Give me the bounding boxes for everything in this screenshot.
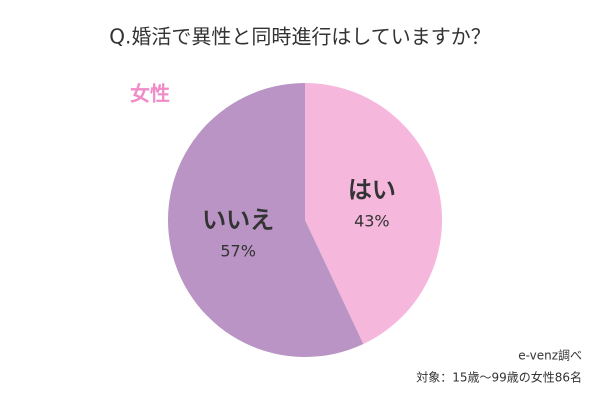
slice-label: はい xyxy=(348,176,396,204)
pie-slice xyxy=(167,83,364,358)
value-label: 43% xyxy=(354,212,390,231)
pie-slice xyxy=(305,83,442,344)
source: e-venz調べ xyxy=(518,349,582,363)
pie: はい 43% いいえ 57% xyxy=(167,83,442,358)
note: 対象：15歳〜99歳の女性86名 xyxy=(416,370,582,385)
slice-label: いいえ xyxy=(202,206,274,234)
value-label: 57% xyxy=(220,241,256,260)
chart-title: Q.婚活で異性と同時進行はしていますか？ xyxy=(109,25,491,49)
chart-subtitle: 女性 xyxy=(130,82,170,106)
